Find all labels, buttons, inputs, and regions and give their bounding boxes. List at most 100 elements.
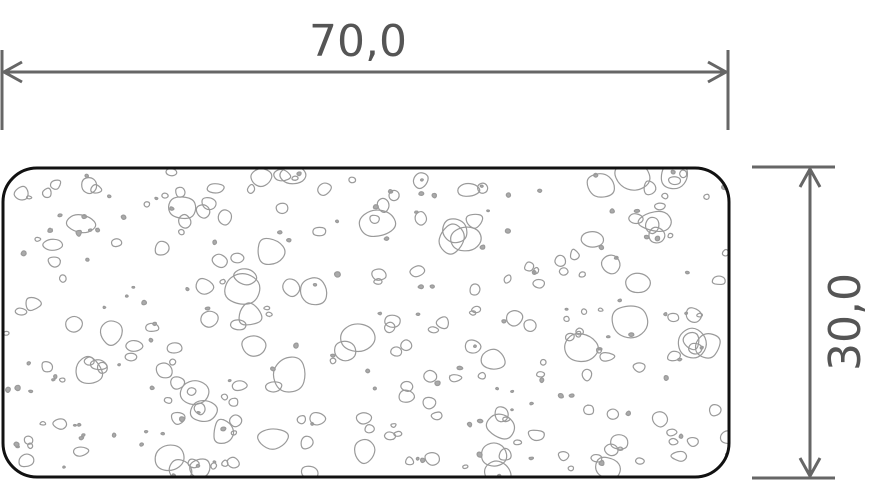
aggregate-pebble	[483, 460, 512, 477]
aggregate-pebble	[414, 210, 428, 226]
aggregate-pebble	[206, 183, 225, 194]
aggregate-pebble	[617, 298, 623, 303]
aggregate-pebble	[143, 430, 149, 434]
aggregate-pebble	[442, 218, 468, 244]
aggregate-pebble	[632, 362, 646, 373]
aggregate-pebble	[26, 361, 32, 366]
aggregate-pebble	[677, 357, 683, 362]
aggregate-pebble	[501, 319, 507, 324]
aggregate-pebble	[5, 386, 11, 393]
aggregate-pebble	[504, 228, 511, 234]
aggregate-pebble	[505, 192, 512, 198]
aggregate-pebble	[472, 344, 477, 349]
aggregate-pebble	[678, 433, 684, 439]
aggregate-pebble	[238, 302, 263, 326]
aggregate-pebble	[688, 342, 703, 355]
aggregate-pebble	[409, 265, 426, 278]
aggregate-pebble	[78, 435, 85, 441]
height-label: 30,0	[820, 273, 871, 371]
aggregate-pebble	[228, 397, 239, 407]
aggregate-pebble	[241, 335, 267, 357]
profile-outline	[1, 166, 731, 479]
aggregate-pebble	[564, 307, 569, 312]
aggregate-pebble	[434, 380, 441, 387]
aggregate-pebble	[415, 312, 421, 317]
aggregate-pebble	[600, 254, 621, 275]
aggregate-pebble	[145, 322, 160, 332]
aggregate-pebble	[564, 332, 599, 363]
aggregate-pebble	[643, 234, 650, 240]
aggregate-pebble	[41, 187, 52, 199]
aggregate-pebble	[670, 450, 688, 462]
aggregate-pebble	[661, 192, 669, 200]
aggregate-pebble	[124, 294, 129, 298]
aggregate-pebble	[435, 316, 450, 330]
aggregate-pebble	[185, 286, 190, 292]
aggregate-pebble	[477, 182, 489, 194]
aggregate-pebble	[611, 305, 649, 339]
aggregate-pebble	[87, 228, 93, 232]
aggregate-pebble	[667, 176, 682, 186]
aggregate-fill	[3, 168, 729, 477]
aggregate-pebble	[654, 202, 666, 211]
aggregate-pebble	[26, 195, 33, 200]
aggregate-pebble	[39, 420, 47, 426]
aggregate-pebble	[415, 456, 420, 461]
aggregate-pebble	[393, 430, 403, 437]
aggregate-pebble	[554, 254, 567, 267]
aggregate-pebble	[58, 377, 66, 383]
aggregate-pebble	[231, 380, 248, 392]
aggregate-pebble	[195, 204, 211, 219]
aggregate-pebble	[152, 321, 158, 327]
aggregate-pebble	[479, 244, 486, 250]
aggregate-pebble	[89, 359, 108, 371]
aggregate-pebble	[189, 399, 218, 423]
aggregate-pebble	[219, 278, 227, 285]
aggregate-pebble	[18, 453, 35, 468]
aggregate-pebble	[384, 314, 401, 328]
aggregate-pebble	[606, 408, 620, 420]
aggregate-pebble	[296, 171, 302, 177]
aggregate-pebble	[667, 312, 680, 323]
aggregate-pebble	[430, 411, 443, 421]
aggregate-pebble	[165, 168, 178, 177]
aggregate-pebble	[390, 346, 403, 357]
aggregate-pebble	[99, 320, 123, 346]
aggregate-pebble	[155, 362, 173, 379]
aggregate-pebble	[533, 266, 540, 275]
aggregate-pebble	[204, 306, 211, 311]
aggregate-pebble	[358, 209, 397, 238]
aggregate-pebble	[719, 430, 729, 445]
aggregate-pebble	[49, 179, 62, 190]
aggregate-pebble	[651, 411, 669, 428]
aggregate-pebble	[334, 219, 340, 224]
aggregate-pebble	[477, 371, 487, 380]
aggregate-pebble	[628, 332, 635, 338]
aggregate-pebble	[291, 175, 299, 182]
aggregate-pebble	[96, 361, 108, 374]
aggregate-pebble	[177, 228, 185, 236]
aggregate-pebble	[286, 238, 292, 243]
aggregate-pebble	[369, 214, 380, 224]
aggregate-pebble	[563, 315, 570, 323]
aggregate-pebble	[364, 424, 375, 434]
aggregate-pebble	[170, 376, 186, 390]
aggregate-pebble	[523, 261, 535, 272]
aggregate-pebble	[667, 232, 674, 239]
aggregate-pebble	[485, 413, 516, 440]
aggregate-pebble	[217, 209, 233, 226]
aggregate-pebble	[28, 389, 34, 394]
aggregate-pebble	[625, 272, 651, 294]
aggregate-pebble	[14, 384, 21, 392]
aggregate-pebble	[539, 377, 545, 384]
aggregate-pebble	[609, 208, 615, 214]
arrow-left-icon	[0, 60, 23, 84]
aggregate-pebble	[371, 268, 387, 281]
aggregate-pebble	[535, 371, 546, 378]
aggregate-pebble	[179, 380, 210, 406]
aggregate-pebble	[383, 321, 396, 334]
aggregate-pebble	[388, 189, 400, 202]
aggregate-pebble	[110, 238, 123, 248]
aggregate-pebble	[300, 465, 319, 477]
aggregate-pebble	[513, 439, 523, 446]
